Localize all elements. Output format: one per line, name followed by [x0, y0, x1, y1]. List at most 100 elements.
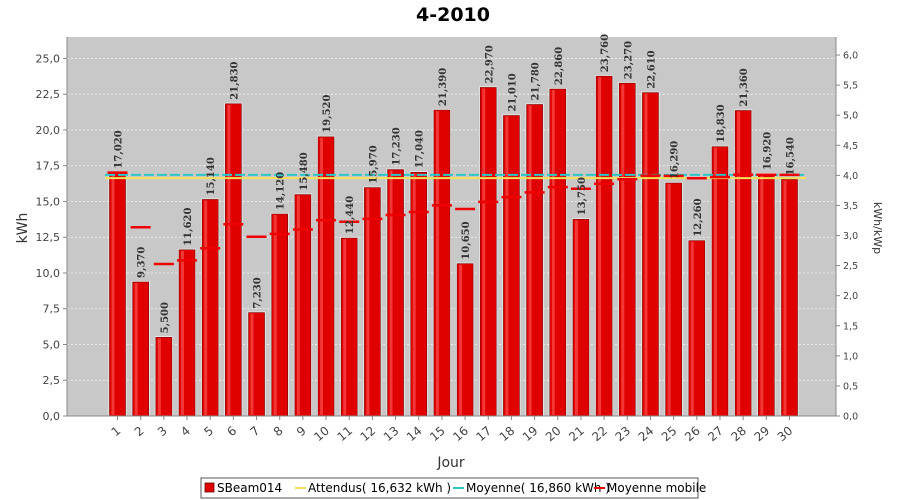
- y2-tick-label: 0,5: [843, 381, 858, 392]
- legend-item-sbeam: SBeam014: [217, 481, 282, 495]
- data-labels: 17,020 9,370 5,500 11,620 15,140 21,830 7,230 1…: [114, 34, 797, 333]
- y-tick-label: 12,5: [36, 231, 61, 244]
- x-tick-label: 3: [155, 424, 170, 440]
- data-label: 21,390: [438, 68, 449, 106]
- y2-tick-label: 6,0: [843, 51, 858, 62]
- data-label: 10,650: [461, 221, 472, 259]
- x-tick-label: 22: [589, 424, 610, 445]
- bar-highlight: [713, 147, 717, 415]
- y2-tick-label: 5,5: [843, 81, 858, 92]
- bar-highlight: [737, 111, 741, 416]
- bar-highlight: [204, 200, 208, 415]
- x-tick-label: 23: [613, 424, 634, 445]
- bar-highlight: [435, 111, 439, 415]
- x-tick-label: 8: [271, 424, 286, 440]
- y2-tick-label: 3,5: [843, 201, 858, 212]
- bar-highlight: [157, 338, 161, 415]
- bars: [108, 75, 799, 417]
- data-label: 9,370: [137, 247, 148, 278]
- bar-highlight: [644, 93, 648, 415]
- bar-highlight: [505, 116, 509, 415]
- x-tick-label: 20: [543, 424, 564, 445]
- bar-highlight: [296, 195, 300, 415]
- x-tick-label: 30: [775, 424, 796, 445]
- x-tick-label: 14: [404, 424, 425, 445]
- y-tick-label: 15,0: [36, 195, 61, 208]
- bar-highlight: [389, 170, 393, 415]
- bar-highlight: [134, 282, 138, 415]
- data-label: 23,760: [600, 34, 611, 72]
- x-tick-label: 27: [705, 424, 726, 445]
- bar-highlight: [181, 250, 185, 415]
- chart-title: 4-2010: [416, 4, 490, 26]
- legend-item-attendus: Attendus( 16,632 kWh ): [308, 481, 451, 495]
- bar-highlight: [760, 175, 764, 415]
- x-tick-label: 6: [224, 424, 239, 440]
- y2-tick-label: 1,0: [843, 351, 858, 362]
- bar-highlight: [412, 173, 416, 415]
- y-tick-label: 20,0: [36, 124, 61, 137]
- bar-highlight: [320, 137, 324, 416]
- y2-tick-label: 2,5: [843, 261, 858, 272]
- x-axis-ticks: 1 2 3 4 5 6 7 8 9 10 11 12 13 14 15 16 17 18 19 20 21 22 23 24 2…: [109, 416, 796, 445]
- bar-highlight: [459, 264, 463, 415]
- data-label: 5,500: [160, 302, 171, 333]
- x-tick-label: 2: [132, 424, 147, 440]
- data-label: 22,610: [646, 50, 657, 88]
- y2-tick-label: 4,5: [843, 141, 858, 152]
- data-label: 15,970: [368, 145, 379, 183]
- legend-item-moyenne: Moyenne( 16,860 kWh ): [466, 481, 610, 495]
- data-label: 22,860: [554, 47, 565, 85]
- y2-tick-label: 1,5: [843, 321, 858, 332]
- y2-axis-ticks: 0,0 0,5 1,0 1,5 2,0 2,5 3,0 3,5 4,0 4,5 5,0 5,5 6,0: [836, 51, 858, 423]
- x-tick-label: 10: [311, 424, 332, 445]
- legend: SBeam014 Attendus( 16,632 kWh ) Moyenne(…: [200, 477, 706, 499]
- bar-highlight: [482, 88, 486, 415]
- y2-tick-label: 4,0: [843, 171, 858, 182]
- bar-highlight: [111, 173, 115, 415]
- y-tick-label: 7,5: [43, 303, 61, 316]
- legend-box: [200, 477, 699, 499]
- x-tick-label: 13: [381, 424, 402, 445]
- data-label: 16,920: [762, 132, 773, 170]
- y2-tick-label: 0,0: [843, 412, 858, 423]
- x-axis-title: Jour: [436, 455, 465, 471]
- data-label: 11,620: [183, 207, 194, 245]
- data-label: 23,270: [623, 41, 634, 79]
- bar-highlight: [690, 241, 694, 415]
- x-tick-label: 1: [109, 424, 124, 440]
- bar-highlight: [783, 180, 787, 415]
- reference-lines: [105, 171, 806, 266]
- x-tick-label: 19: [520, 424, 541, 445]
- y-tick-label: 2,5: [43, 374, 61, 387]
- bar-highlight: [667, 184, 671, 415]
- x-tick-label: 12: [358, 424, 379, 445]
- data-label: 22,970: [484, 45, 495, 83]
- x-tick-label: 28: [728, 424, 749, 445]
- data-label: 7,230: [253, 277, 264, 308]
- data-label: 12,440: [345, 196, 356, 234]
- data-label: 15,480: [299, 152, 310, 190]
- y2-tick-label: 5,0: [843, 111, 858, 122]
- bar-highlight: [551, 90, 555, 415]
- data-label: 21,780: [531, 62, 542, 100]
- data-label: 17,040: [415, 130, 426, 168]
- y2-axis-title: kWh/kWp: [871, 202, 884, 254]
- y-tick-label: 25,0: [36, 52, 61, 65]
- y-tick-label: 22,5: [36, 88, 61, 101]
- x-tick-label: 29: [752, 424, 773, 445]
- bar-highlight: [343, 239, 347, 415]
- bar-highlight: [366, 188, 370, 415]
- bar-highlight: [621, 84, 625, 415]
- x-tick-label: 5: [201, 424, 216, 440]
- x-tick-label: 16: [450, 424, 471, 445]
- data-label: 12,260: [693, 198, 704, 236]
- data-label: 15,140: [206, 157, 217, 195]
- data-label: 17,230: [392, 127, 403, 165]
- x-tick-label: 7: [248, 424, 263, 440]
- data-label: 17,020: [114, 130, 125, 168]
- y-tick-label: 0,0: [43, 410, 61, 423]
- legend-item-moyenne-mobile: Moyenne mobile: [607, 481, 706, 495]
- x-tick-label: 26: [682, 424, 703, 445]
- data-label: 21,830: [229, 61, 240, 99]
